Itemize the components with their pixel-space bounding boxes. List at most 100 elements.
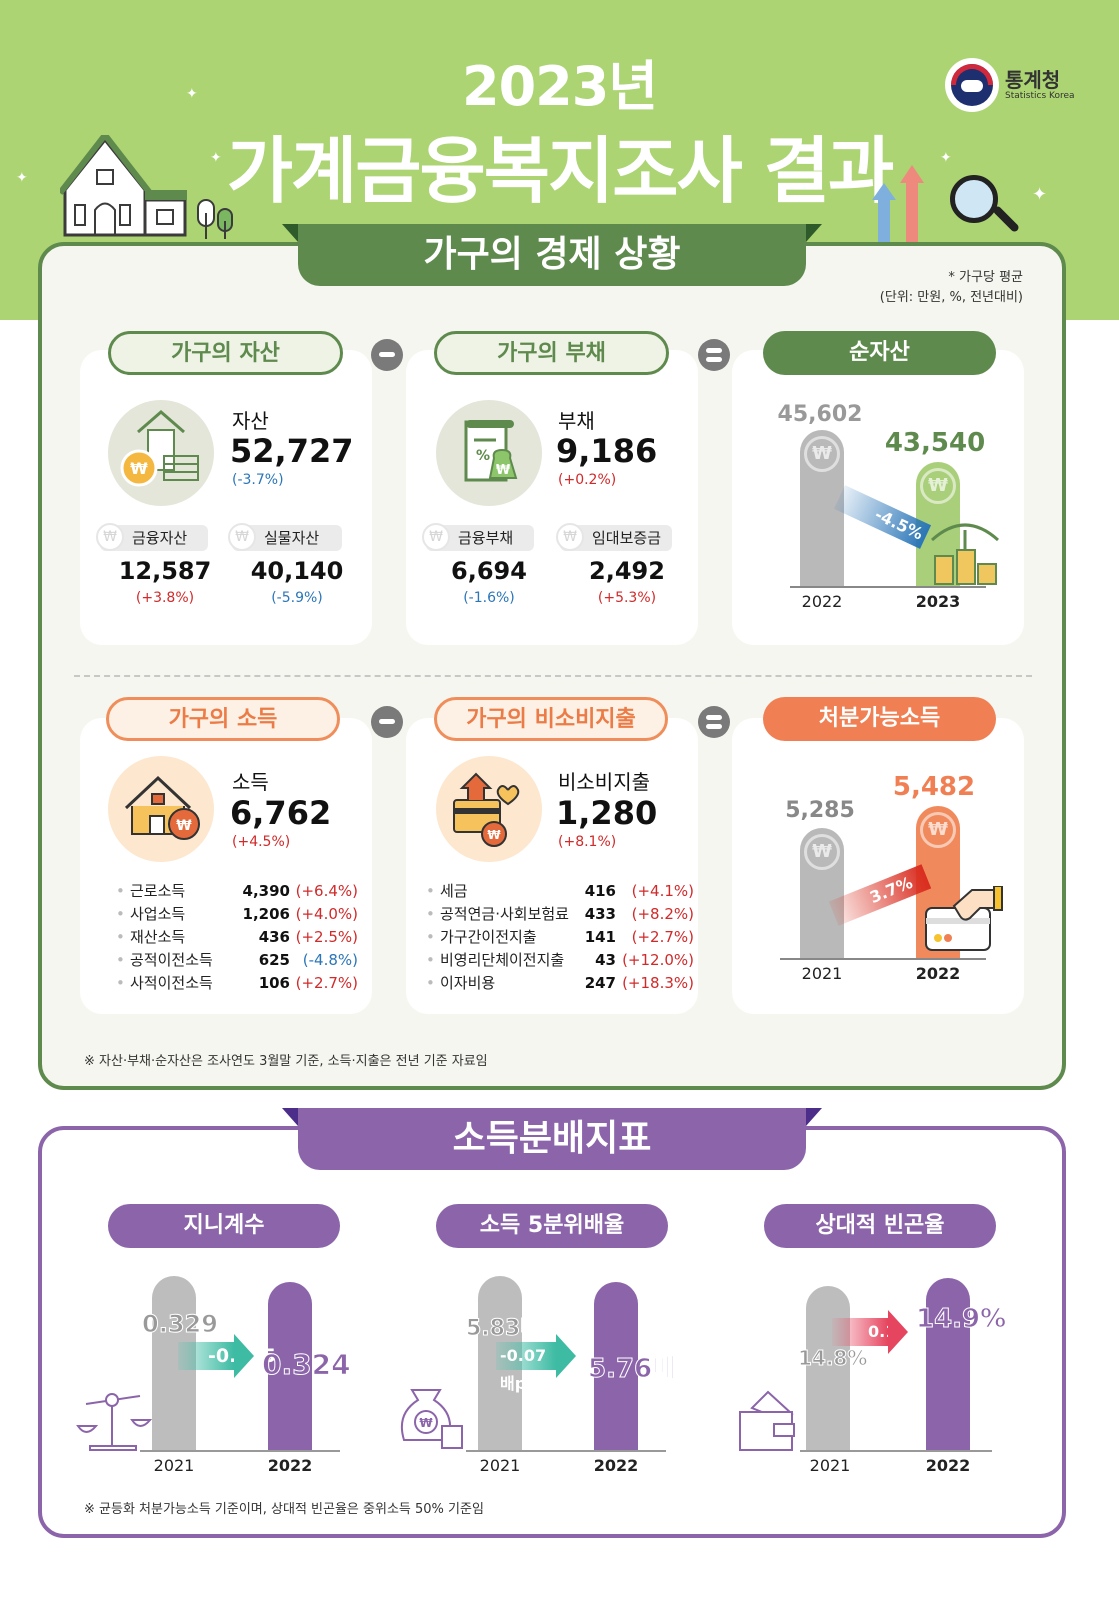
gini-change-arrow: -0.005 bbox=[178, 1334, 276, 1378]
year-label: 2021 bbox=[153, 1456, 195, 1475]
year-label: 2021 bbox=[809, 1456, 851, 1475]
svg-text:₩: ₩ bbox=[487, 828, 501, 842]
quintile-2022-bar bbox=[594, 1282, 638, 1450]
minus-operator-icon bbox=[371, 339, 403, 371]
list-item: • 비영리단체이전지출 43 (+12.0%) bbox=[426, 951, 694, 969]
net-assets-card bbox=[732, 350, 1024, 645]
sparkle-icon: ✦ bbox=[186, 86, 198, 102]
debt-document-icon: % ₩ bbox=[436, 400, 542, 506]
list-item: • 재산소득 436 (+2.5%) bbox=[116, 928, 358, 946]
won-icon: ₩ bbox=[920, 812, 956, 848]
list-item: • 세금 416 (+4.1%) bbox=[426, 882, 694, 900]
debt-label: 부채 bbox=[558, 409, 595, 433]
real-assets-value: 40,140 bbox=[250, 557, 344, 585]
nonconsumption-label: 비소비지출 bbox=[558, 770, 650, 794]
money-bag-icon: ₩ bbox=[400, 1389, 463, 1449]
assets-pill: 가구의 자산 bbox=[108, 331, 343, 375]
list-item: • 공적연금·사회보험료 433 (+8.2%) bbox=[426, 905, 694, 923]
year-label: 2022 bbox=[267, 1456, 313, 1475]
debt-pill: 가구의 부채 bbox=[434, 331, 669, 375]
poverty-2021-bar bbox=[806, 1286, 850, 1450]
nonconsumption-change: (+8.1%) bbox=[558, 834, 617, 850]
assets-card bbox=[80, 350, 372, 645]
chart-baseline bbox=[466, 1450, 666, 1452]
unit-note: * 가구당 평균 (단위: 만원, %, 전년대비) bbox=[879, 270, 1023, 305]
poverty-2021-value: 14.8% bbox=[797, 1346, 868, 1371]
logo-text-en: Statistics Korea bbox=[1005, 91, 1075, 101]
section2-footnote: ※ 균등화 처분가능소득 기준이며, 상대적 빈곤율은 중위소득 50% 기준임 bbox=[84, 1502, 484, 1517]
svg-text:₩: ₩ bbox=[419, 1416, 433, 1430]
net-assets-2023-value: 43,540 bbox=[884, 428, 986, 458]
gini-2021-value: 0.329 bbox=[142, 1310, 219, 1339]
title-year: 2023년 bbox=[462, 55, 658, 118]
year-label: 2021 bbox=[801, 964, 843, 983]
sparkle-icon: ✦ bbox=[210, 150, 222, 166]
svg-text:₩: ₩ bbox=[130, 459, 148, 478]
debt-value: 9,186 bbox=[556, 432, 658, 470]
poverty-2022-bar bbox=[926, 1278, 970, 1450]
house-icon bbox=[60, 135, 187, 237]
chart-baseline bbox=[140, 1450, 340, 1452]
financial-debt-value: 6,694 bbox=[451, 557, 527, 585]
growth-arrows-icon bbox=[872, 165, 924, 245]
won-icon: ₩ bbox=[920, 468, 956, 504]
section-divider bbox=[74, 675, 1032, 677]
income-pill: 가구의 소득 bbox=[106, 697, 340, 741]
debt-change: (+0.2%) bbox=[558, 472, 617, 488]
financial-assets-value: 12,587 bbox=[118, 557, 212, 585]
section1-footnote: ※ 자산·부채·순자산은 조사연도 3월말 기준, 소득·지출은 전년 기준 자… bbox=[84, 1054, 488, 1069]
logo-text-ko: 통계청 bbox=[1005, 68, 1061, 92]
income-label: 소득 bbox=[232, 770, 269, 794]
list-item: • 이자비용 247 (+18.3%) bbox=[426, 974, 694, 992]
income-breakdown-list: • 근로소득 4,390 (+6.4%) • 사업소득 1,206 (+4.0%) • 재산소… bbox=[116, 880, 358, 995]
lease-deposit-change: (+5.3%) bbox=[597, 590, 657, 606]
magnifier-icon bbox=[950, 175, 998, 223]
poverty-2022-value: 14.9% bbox=[915, 1304, 1007, 1335]
minus-operator-icon bbox=[371, 706, 403, 738]
chart-baseline bbox=[800, 1450, 992, 1452]
gini-pill: 지니계수 bbox=[108, 1204, 340, 1248]
list-item: • 사적이전소득 106 (+2.7%) bbox=[116, 974, 358, 992]
equals-operator-icon bbox=[698, 706, 730, 738]
net-assets-pill: 순자산 bbox=[763, 331, 996, 375]
nonconsumption-pill: 가구의 비소비지출 bbox=[434, 697, 668, 741]
poverty-pill: 상대적 빈곤율 bbox=[764, 1204, 996, 1248]
income-house-icon: ₩ bbox=[108, 756, 214, 862]
financial-debt-change: (-1.6%) bbox=[463, 590, 515, 606]
svg-text:₩: ₩ bbox=[496, 463, 511, 478]
wallet-icon bbox=[739, 1390, 795, 1451]
debt-card bbox=[406, 350, 698, 645]
quintile-change-arrow: -0.07배p bbox=[496, 1334, 576, 1393]
income-change: (+4.5%) bbox=[232, 834, 291, 850]
section-banner-income-distribution: 소득분배지표 bbox=[298, 1108, 806, 1170]
list-item: • 공적이전소득 625 (-4.8%) bbox=[116, 951, 358, 969]
gini-2022-value: 0.324 bbox=[262, 1348, 352, 1382]
taegeuk-icon bbox=[945, 58, 999, 112]
year-label: 2021 bbox=[479, 1456, 521, 1475]
quintile-2021-value: 5.83배 bbox=[466, 1316, 542, 1342]
chart-baseline bbox=[780, 958, 986, 960]
assets-label: 자산 bbox=[232, 409, 269, 433]
lease-deposit-tag: ₩ 임대보증금 bbox=[556, 523, 672, 551]
svg-text:₩: ₩ bbox=[176, 818, 192, 834]
disposable-income-pill: 처분가능소득 bbox=[763, 697, 996, 741]
card-spending-icon: ₩ bbox=[436, 756, 542, 862]
gini-2022-bar bbox=[268, 1282, 312, 1450]
year-label: 2023 bbox=[915, 592, 961, 611]
lease-deposit-value: 2,492 bbox=[589, 557, 665, 585]
won-icon: ₩ bbox=[804, 436, 840, 472]
assets-change: (-3.7%) bbox=[232, 472, 284, 488]
poverty-change-arrow: 0.1%p bbox=[832, 1310, 924, 1354]
chart-baseline bbox=[790, 586, 986, 588]
sparkle-icon: ✦ bbox=[940, 150, 952, 166]
year-label: 2022 bbox=[801, 592, 843, 611]
assets-value: 52,727 bbox=[230, 432, 354, 470]
real-assets-tag: ₩ 실물자산 bbox=[228, 523, 342, 551]
scale-icon bbox=[76, 1393, 152, 1451]
sparkle-icon: ✦ bbox=[16, 170, 28, 186]
svg-text:%: % bbox=[476, 448, 490, 464]
quintile-2022-value: 5.76배 bbox=[587, 1354, 677, 1385]
financial-assets-change: (+3.8%) bbox=[135, 590, 195, 606]
list-item: • 사업소득 1,206 (+4.0%) bbox=[116, 905, 358, 923]
won-icon: ₩ bbox=[96, 523, 124, 551]
